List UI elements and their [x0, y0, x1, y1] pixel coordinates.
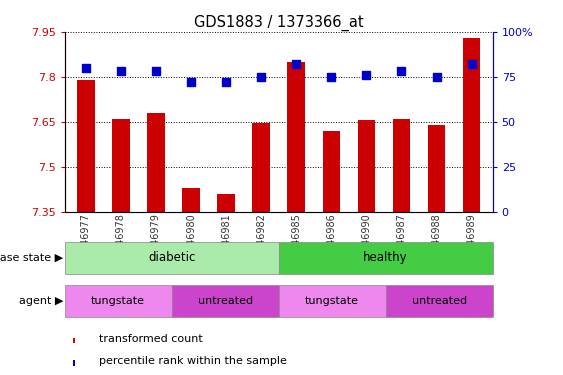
Bar	[182, 188, 200, 212]
Bar	[77, 80, 95, 212]
Bar	[147, 113, 165, 212]
Bar	[65, 285, 172, 317]
Text: tungstate: tungstate	[91, 296, 145, 306]
Bar	[392, 119, 410, 212]
Point	[151, 69, 160, 75]
Text: disease state ▶: disease state ▶	[0, 253, 64, 263]
Point	[327, 74, 336, 80]
Bar	[217, 194, 235, 212]
Bar	[65, 242, 279, 274]
Bar	[288, 62, 305, 212]
Point	[362, 72, 371, 78]
Bar	[252, 123, 270, 212]
Point	[292, 61, 301, 67]
Bar	[279, 242, 493, 274]
Point	[117, 69, 126, 75]
Point	[186, 79, 195, 85]
Text: untreated: untreated	[412, 296, 467, 306]
Bar	[428, 125, 445, 212]
Title: GDS1883 / 1373366_at: GDS1883 / 1373366_at	[194, 14, 364, 30]
Text: diabetic: diabetic	[148, 251, 195, 264]
Text: transformed count: transformed count	[99, 334, 203, 344]
Bar	[73, 338, 75, 344]
Point	[467, 61, 476, 67]
Bar	[386, 285, 493, 317]
Point	[81, 65, 90, 71]
Text: untreated: untreated	[198, 296, 253, 306]
Point	[432, 74, 441, 80]
Text: tungstate: tungstate	[305, 296, 359, 306]
Bar	[463, 38, 480, 212]
Point	[257, 74, 266, 80]
Text: healthy: healthy	[363, 251, 408, 264]
Bar	[279, 285, 386, 317]
Bar	[73, 360, 75, 366]
Bar	[172, 285, 279, 317]
Text: agent ▶: agent ▶	[19, 296, 64, 306]
Text: percentile rank within the sample: percentile rank within the sample	[99, 356, 287, 366]
Bar	[358, 120, 375, 212]
Point	[397, 69, 406, 75]
Point	[222, 79, 231, 85]
Bar	[323, 131, 340, 212]
Bar	[112, 119, 129, 212]
